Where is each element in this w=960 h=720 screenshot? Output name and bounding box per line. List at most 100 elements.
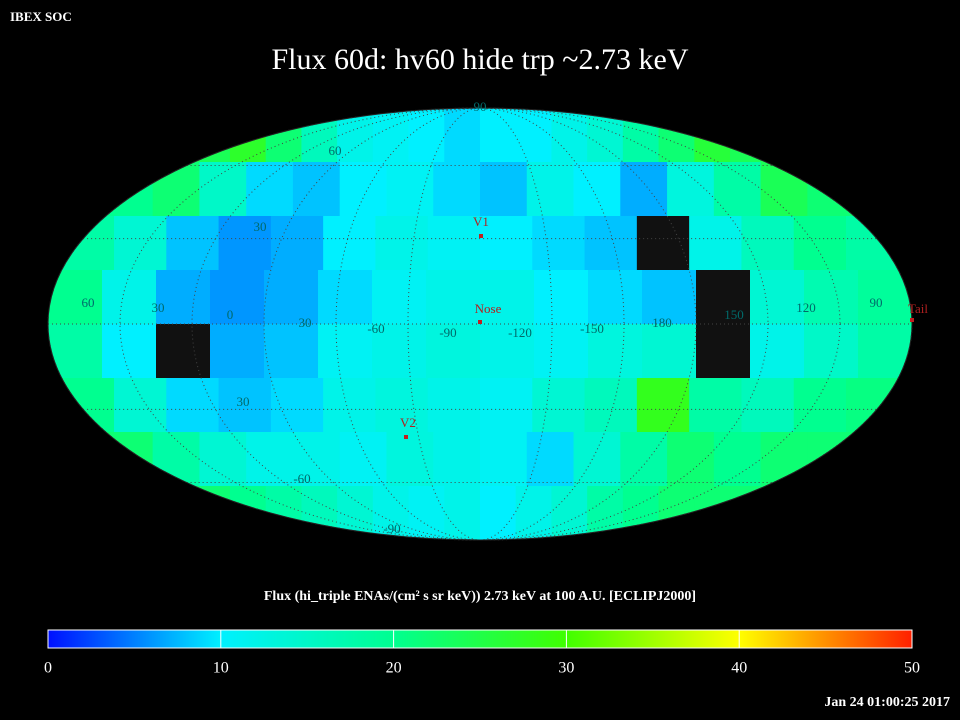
map-cell bbox=[218, 378, 272, 433]
grid-label: 60 bbox=[329, 143, 342, 158]
map-cell bbox=[426, 324, 481, 379]
marker-label: V2 bbox=[400, 415, 416, 430]
map-cell bbox=[210, 324, 265, 379]
map-cell bbox=[573, 432, 621, 487]
map-cell bbox=[584, 378, 638, 433]
map-cell bbox=[318, 270, 373, 325]
colorbar-tick-label: 50 bbox=[904, 660, 920, 677]
grid-labels: 90 60 30 60 30 0 30 -60 -90 -120 -150 180 150 120 90 30… bbox=[82, 99, 883, 536]
sky-map bbox=[48, 108, 912, 540]
marker-dot bbox=[910, 318, 914, 322]
marker-dot bbox=[404, 435, 408, 439]
map-cell bbox=[246, 162, 294, 217]
grid-label: 0 bbox=[227, 307, 234, 322]
map-cell bbox=[713, 162, 762, 217]
colorbar-tick-label: 40 bbox=[731, 660, 747, 677]
map-cell bbox=[264, 324, 319, 379]
map-cell bbox=[667, 432, 715, 487]
map-cell bbox=[642, 324, 697, 379]
map-cell bbox=[793, 216, 847, 271]
map-cell bbox=[114, 216, 167, 271]
map-outline bbox=[47, 107, 913, 541]
map-cell bbox=[636, 378, 690, 433]
map-cell bbox=[323, 216, 376, 271]
map-cell bbox=[526, 432, 575, 487]
grid-label: 90 bbox=[870, 295, 883, 310]
map-cell bbox=[386, 162, 434, 217]
marker-label: Nose bbox=[475, 301, 502, 316]
map-cell bbox=[526, 162, 575, 217]
grid-label: -150 bbox=[580, 321, 604, 336]
map-cell bbox=[292, 432, 341, 487]
map-cell bbox=[584, 216, 638, 271]
grid-label: 120 bbox=[796, 300, 816, 315]
map-cell bbox=[480, 162, 528, 217]
map-cell bbox=[741, 378, 795, 433]
map-cell bbox=[804, 324, 859, 379]
map-cell bbox=[270, 216, 324, 271]
map-cell bbox=[270, 378, 324, 433]
grid-label: 30 bbox=[237, 394, 250, 409]
map-cell bbox=[620, 432, 668, 487]
map-cell bbox=[573, 162, 621, 217]
map-cell bbox=[264, 270, 319, 325]
map-cell bbox=[750, 270, 805, 325]
map-cell bbox=[433, 162, 481, 217]
map-cell bbox=[480, 108, 517, 163]
marker-label: V1 bbox=[473, 214, 489, 229]
grid-label: 90 bbox=[474, 99, 487, 114]
grid-label: -60 bbox=[293, 471, 310, 486]
map-cell bbox=[433, 432, 481, 487]
grid-label: -120 bbox=[508, 325, 532, 340]
map-cell bbox=[246, 432, 294, 487]
map-cell bbox=[515, 108, 552, 163]
map-cell bbox=[636, 216, 690, 271]
map-cell bbox=[166, 216, 220, 271]
map-cell bbox=[444, 486, 481, 540]
map-cell bbox=[199, 162, 247, 217]
map-cell bbox=[667, 162, 715, 217]
map-cell bbox=[386, 432, 434, 487]
map-cell bbox=[156, 270, 211, 325]
map-cell bbox=[620, 162, 668, 217]
map-cell bbox=[427, 216, 481, 271]
map-cell bbox=[372, 324, 427, 379]
map-cell bbox=[210, 270, 265, 325]
grid-label: 60 bbox=[82, 295, 95, 310]
map-cell bbox=[696, 270, 751, 325]
map-cell bbox=[750, 324, 805, 379]
map-cell bbox=[199, 432, 247, 487]
grid-label: -90 bbox=[439, 325, 456, 340]
map-cell bbox=[339, 432, 387, 487]
map-cell bbox=[713, 432, 762, 487]
map-cell bbox=[156, 324, 211, 379]
map-cell bbox=[689, 216, 742, 271]
colorbar-ticks: 0 10 20 30 40 50 bbox=[44, 630, 920, 677]
map-cell bbox=[318, 324, 373, 379]
map-cell bbox=[696, 324, 751, 379]
map-cell bbox=[515, 486, 552, 540]
grid-label: 30 bbox=[299, 315, 312, 330]
map-cell bbox=[102, 270, 157, 325]
header-label: IBEX SOC bbox=[10, 9, 72, 24]
map-cell bbox=[480, 432, 528, 487]
map-cell bbox=[532, 216, 586, 271]
map-cell bbox=[480, 378, 533, 433]
colorbar-label: Flux (hi_triple ENAs/(cm² s sr keV)) 2.7… bbox=[264, 589, 696, 604]
map-cell bbox=[375, 216, 429, 271]
map-cell bbox=[588, 270, 643, 325]
map-cell bbox=[532, 378, 586, 433]
map-cell bbox=[444, 108, 481, 163]
map-cell bbox=[642, 270, 697, 325]
map-cell bbox=[534, 270, 589, 325]
grid-label: 180 bbox=[652, 315, 672, 330]
map-cell bbox=[480, 324, 535, 379]
grid-label: 150 bbox=[724, 307, 744, 322]
map-cell bbox=[218, 216, 272, 271]
map-cell bbox=[292, 162, 341, 217]
colorbar bbox=[47, 629, 913, 649]
marker-label: Tail bbox=[908, 301, 928, 316]
markers: V1 Nose Tail V2 bbox=[400, 214, 928, 439]
map-cell bbox=[114, 378, 167, 433]
